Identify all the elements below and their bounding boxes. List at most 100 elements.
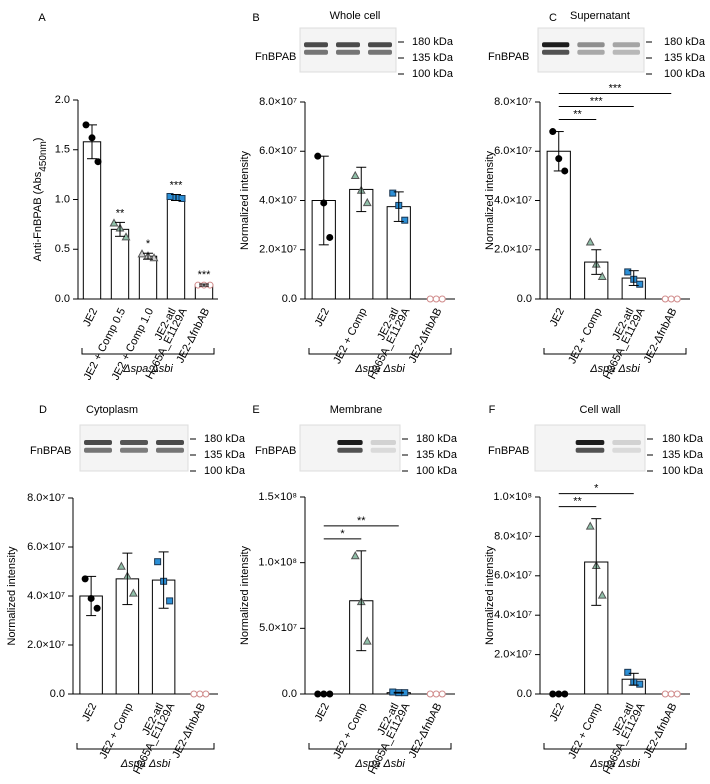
- group-bracket: [76, 743, 215, 750]
- blot-band: [575, 439, 605, 445]
- blot-band: [156, 447, 184, 453]
- y-tick-label: 2.0×10⁷: [259, 244, 297, 256]
- y-axis-label: Normalized intensity: [239, 150, 251, 250]
- kda-label: 135 kDa: [662, 449, 704, 461]
- y-tick-label: 0.0: [517, 688, 532, 700]
- y-tick-label: 0.0: [517, 293, 532, 305]
- blot-label: FnBPAB: [255, 51, 296, 63]
- data-point: [81, 575, 89, 583]
- y-tick-label: 2.0×10⁷: [27, 639, 65, 651]
- blot-band: [368, 42, 392, 48]
- x-tick-label: JE2-ΔfnbAB: [407, 701, 445, 760]
- comparison-label: *: [594, 483, 599, 495]
- blot-band: [612, 42, 640, 48]
- error-bar: [143, 252, 153, 260]
- group-bracket: [81, 348, 215, 355]
- x-tick-label: JE2: [80, 701, 99, 723]
- x-tick-label: JE2 + Comp: [566, 306, 604, 366]
- data-point: [585, 237, 595, 246]
- y-axis-label-part: Normalized intensity: [239, 545, 251, 645]
- error-bar: [356, 550, 367, 652]
- group-bracket: [308, 348, 452, 355]
- data-point: [624, 668, 632, 676]
- blot-band: [612, 447, 641, 453]
- data-point: [326, 690, 334, 698]
- data-point: [154, 558, 162, 566]
- error-bar: [199, 283, 209, 287]
- panel-letter: A: [38, 12, 46, 24]
- data-point: [202, 690, 210, 698]
- y-tick-label: 1.5: [55, 144, 70, 156]
- error-bar: [356, 166, 367, 213]
- y-axis-label-part: Normalized intensity: [239, 150, 251, 250]
- significance-stars: **: [116, 207, 125, 219]
- data-point: [426, 690, 434, 698]
- data-point: [314, 690, 322, 698]
- data-point: [555, 690, 563, 698]
- comparison-label: **: [357, 515, 366, 527]
- y-tick-label: 6.0×10⁷: [494, 570, 532, 582]
- comparison-label: **: [573, 108, 582, 120]
- y-tick-label: 8.0×10⁷: [27, 492, 65, 504]
- comparison-label: **: [573, 496, 582, 508]
- error-bar: [87, 124, 97, 160]
- kda-label: 100 kDa: [662, 465, 704, 477]
- blot-band: [577, 49, 605, 55]
- kda-label: 100 kDa: [416, 465, 458, 477]
- error-bar: [591, 518, 602, 606]
- blot-band: [542, 42, 570, 48]
- comparison-label: *: [340, 528, 345, 540]
- y-tick-label: 4.0×10⁷: [494, 609, 532, 621]
- x-tick-label: JE2: [81, 306, 100, 328]
- data-point: [636, 680, 644, 688]
- panel: A Anti-FnBPAB (Abs450nm) 0.0 0.5 1.0 1.5 2.0 JE…: [32, 12, 218, 382]
- blot-band: [304, 49, 328, 55]
- panel: E Membrane FnBPAB 180 kDa 135 kDa 100 kDa Norm…: [239, 404, 458, 776]
- group-bracket: [308, 743, 452, 750]
- x-tick-label: JE2 + Comp: [566, 701, 604, 761]
- data-point: [636, 280, 644, 288]
- group-label: Δspa Δsbi: [354, 363, 405, 375]
- x-tick-label: JE2 + Comp: [97, 701, 135, 761]
- data-point: [320, 690, 328, 698]
- blot-band: [84, 447, 112, 453]
- y-axis-label-part: Normalized intensity: [484, 545, 496, 645]
- kda-label: 135 kDa: [416, 449, 458, 461]
- comparison-label: ***: [590, 95, 604, 107]
- blot-band: [337, 447, 363, 453]
- blot-band: [120, 447, 148, 453]
- bar: [82, 141, 102, 300]
- y-tick-label: 0.5: [55, 243, 70, 255]
- panel-title: Supernatant: [570, 10, 630, 22]
- y-tick-label: 2.0: [55, 94, 70, 106]
- y-axis-label-part: Normalized intensity: [6, 546, 18, 646]
- kda-label: 100 kDa: [664, 68, 706, 80]
- y-tick-label: 1.0×10⁸: [493, 491, 532, 503]
- bar: [166, 197, 186, 300]
- y-tick-label: 8.0×10⁷: [494, 530, 532, 542]
- kda-label: 135 kDa: [204, 449, 246, 461]
- y-tick-label: 4.0×10⁷: [27, 590, 65, 602]
- y-tick-label: 6.0×10⁷: [27, 541, 65, 553]
- data-point: [206, 281, 214, 289]
- data-point: [401, 216, 409, 224]
- panel: D Cytoplasm FnBPAB 180 kDa 135 kDa 100 kDa Nor…: [6, 404, 246, 776]
- x-tick-label: JE2: [313, 701, 332, 723]
- kda-label: 135 kDa: [664, 52, 706, 64]
- blot-band: [612, 439, 641, 445]
- group-label: Δspa Δsbi: [354, 758, 405, 770]
- kda-label: 180 kDa: [412, 36, 454, 48]
- panel-title: Membrane: [330, 404, 383, 416]
- blot-band: [575, 447, 605, 453]
- blot-band: [120, 439, 148, 445]
- data-point: [426, 295, 434, 303]
- data-point: [624, 268, 632, 276]
- panel: C Supernatant FnBPAB 180 kDa 135 kDa 100 kDa N…: [484, 10, 706, 381]
- panel-letter: E: [252, 404, 259, 416]
- error-bar: [393, 691, 404, 694]
- y-tick-label: 8.0×10⁷: [494, 96, 532, 108]
- y-axis-label-part: ): [32, 138, 44, 142]
- significance-stars: ***: [198, 269, 212, 281]
- y-tick-label: 4.0×10⁷: [259, 194, 297, 206]
